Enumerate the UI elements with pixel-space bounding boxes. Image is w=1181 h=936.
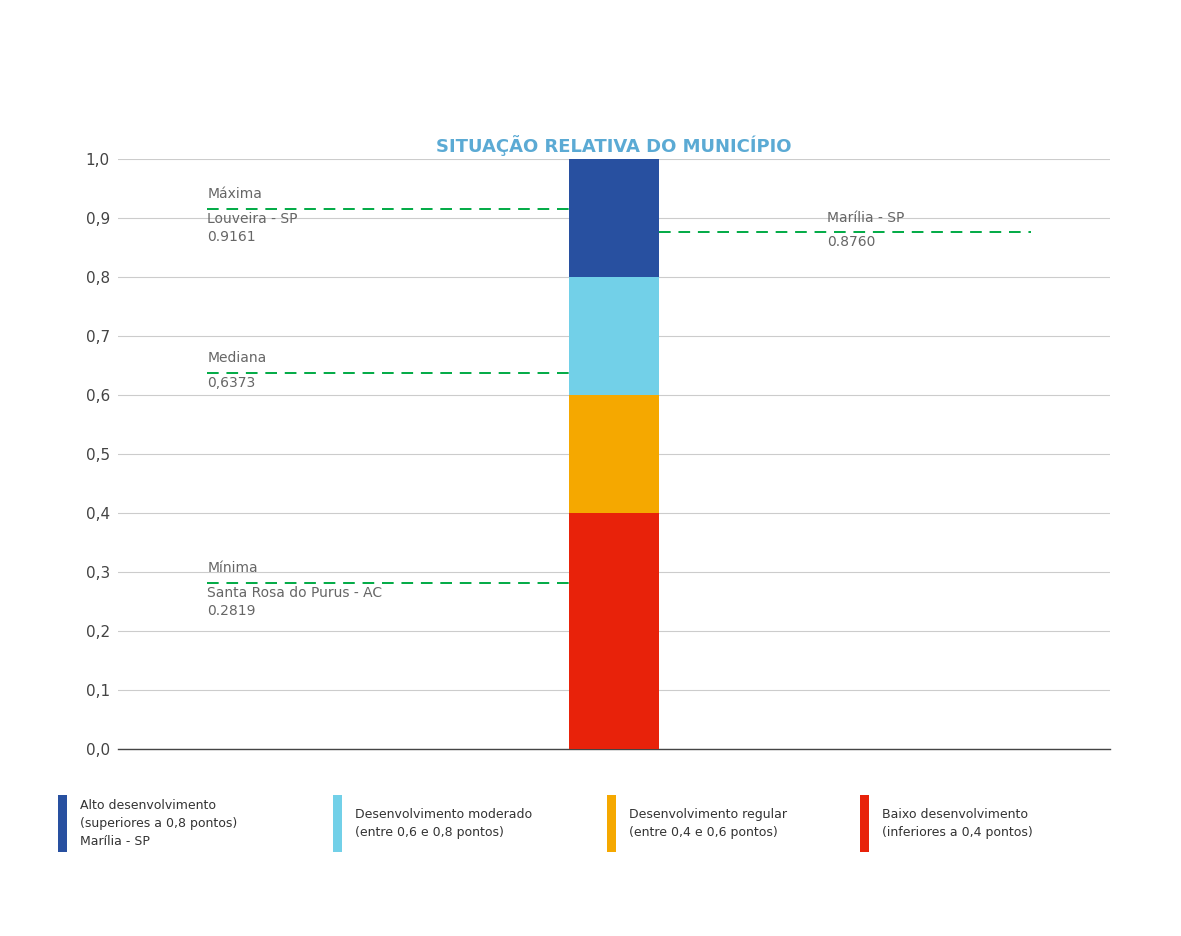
Text: MÁXIMO, MÍNIMO E MEDIANA: MÁXIMO, MÍNIMO E MEDIANA <box>18 51 361 74</box>
Text: Desenvolvimento regular
(entre 0,4 e 0,6 pontos): Desenvolvimento regular (entre 0,4 e 0,6… <box>629 808 788 839</box>
Text: 0.8760: 0.8760 <box>828 235 876 249</box>
Bar <box>607 795 616 852</box>
Text: Marília - SP: Marília - SP <box>828 212 905 226</box>
Text: Mediana: Mediana <box>208 351 267 365</box>
Text: Santa Rosa do Purus - AC
0.2819: Santa Rosa do Purus - AC 0.2819 <box>208 586 383 618</box>
Text: Desenvolvimento moderado
(entre 0,6 e 0,8 pontos): Desenvolvimento moderado (entre 0,6 e 0,… <box>354 808 531 839</box>
Text: SITUAÇÃO RELATIVA DO MUNICÍPIO: SITUAÇÃO RELATIVA DO MUNICÍPIO <box>436 135 792 155</box>
Bar <box>569 395 659 513</box>
Bar <box>569 277 659 395</box>
Bar <box>569 159 659 277</box>
Bar <box>58 795 67 852</box>
Text: Alto desenvolvimento
(superiores a 0,8 pontos)
Marília - SP: Alto desenvolvimento (superiores a 0,8 p… <box>80 798 237 848</box>
Bar <box>860 795 869 852</box>
Text: 0,6373: 0,6373 <box>208 376 255 390</box>
Bar <box>569 513 659 749</box>
Text: IFDM CONSOLIDADO (2011): IFDM CONSOLIDADO (2011) <box>17 110 253 125</box>
Bar <box>333 795 341 852</box>
Text: Baixo desenvolvimento
(inferiores a 0,4 pontos): Baixo desenvolvimento (inferiores a 0,4 … <box>882 808 1032 839</box>
Text: Louveira - SP
0.9161: Louveira - SP 0.9161 <box>208 212 298 244</box>
Text: Máxima: Máxima <box>208 187 262 201</box>
Text: Mínima: Mínima <box>208 561 257 575</box>
